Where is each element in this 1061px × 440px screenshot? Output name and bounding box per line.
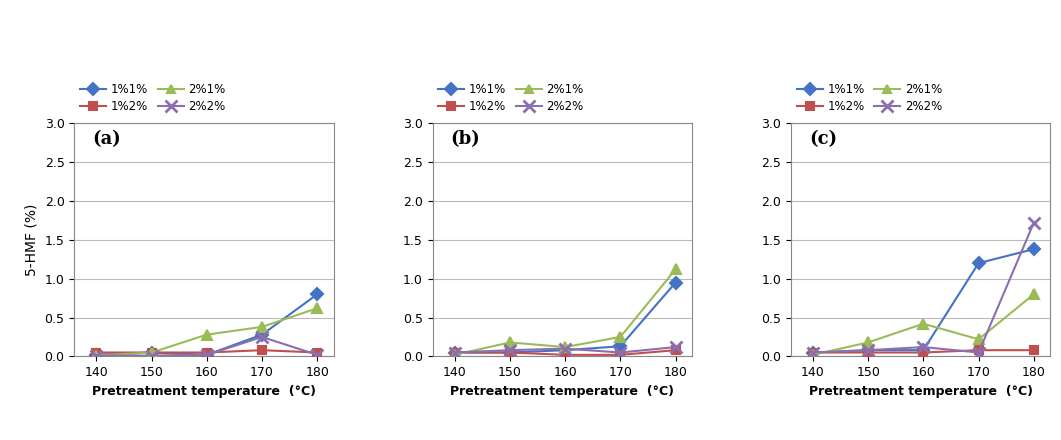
1%1%	[669, 280, 682, 285]
2%1%	[504, 340, 517, 345]
Line: 1%2%: 1%2%	[808, 346, 1038, 357]
1%1%	[90, 352, 103, 357]
Text: (a): (a)	[92, 130, 121, 148]
X-axis label: Pretreatment temperature  (°C): Pretreatment temperature (°C)	[808, 385, 1032, 398]
Legend: 1%1%, 1%2%, 2%1%, 2%2%: 1%1%, 1%2%, 2%1%, 2%2%	[438, 83, 584, 113]
Text: (c): (c)	[808, 130, 837, 148]
2%2%	[1027, 220, 1040, 225]
1%2%	[559, 352, 572, 357]
1%2%	[256, 348, 268, 353]
2%1%	[256, 324, 268, 330]
2%1%	[145, 350, 158, 355]
Line: 2%2%: 2%2%	[449, 341, 681, 358]
2%2%	[559, 346, 572, 351]
2%2%	[862, 348, 874, 353]
2%1%	[1027, 292, 1040, 297]
2%2%	[917, 345, 929, 350]
1%2%	[1027, 348, 1040, 353]
1%1%	[1027, 246, 1040, 252]
Line: 1%1%: 1%1%	[808, 245, 1038, 357]
1%1%	[448, 350, 460, 355]
Line: 1%2%: 1%2%	[451, 346, 680, 359]
2%2%	[448, 350, 460, 355]
1%1%	[972, 260, 985, 266]
2%2%	[145, 353, 158, 358]
1%1%	[559, 348, 572, 353]
Line: 2%1%: 2%1%	[91, 303, 323, 360]
Legend: 1%1%, 1%2%, 2%1%, 2%2%: 1%1%, 1%2%, 2%1%, 2%2%	[797, 83, 942, 113]
2%2%	[669, 345, 682, 350]
2%1%	[311, 305, 324, 311]
X-axis label: Pretreatment temperature  (°C): Pretreatment temperature (°C)	[450, 385, 675, 398]
2%1%	[806, 352, 819, 357]
Line: 2%2%: 2%2%	[807, 217, 1040, 358]
1%2%	[862, 350, 874, 355]
2%2%	[806, 350, 819, 355]
2%2%	[201, 352, 213, 357]
1%2%	[917, 350, 929, 355]
1%2%	[972, 348, 985, 353]
2%2%	[972, 350, 985, 355]
1%2%	[614, 352, 627, 357]
2%1%	[972, 337, 985, 342]
2%1%	[559, 345, 572, 350]
1%1%	[311, 292, 324, 297]
2%2%	[90, 353, 103, 358]
2%2%	[311, 352, 324, 357]
1%1%	[862, 348, 874, 353]
1%2%	[145, 350, 158, 355]
1%1%	[614, 344, 627, 349]
1%2%	[201, 350, 213, 355]
1%2%	[504, 350, 517, 355]
2%1%	[614, 334, 627, 340]
2%1%	[862, 340, 874, 345]
1%2%	[669, 348, 682, 353]
2%1%	[917, 321, 929, 326]
1%1%	[145, 350, 158, 355]
2%1%	[201, 332, 213, 337]
Text: (b): (b)	[451, 130, 481, 148]
2%1%	[90, 353, 103, 358]
Line: 1%1%: 1%1%	[92, 290, 321, 359]
2%1%	[448, 352, 460, 357]
2%2%	[504, 348, 517, 353]
Y-axis label: 5-HMF (%): 5-HMF (%)	[25, 204, 39, 276]
1%1%	[504, 350, 517, 355]
1%1%	[201, 352, 213, 357]
2%1%	[669, 267, 682, 272]
Line: 1%2%: 1%2%	[92, 346, 321, 357]
Line: 2%1%: 2%1%	[808, 290, 1039, 360]
Line: 2%1%: 2%1%	[450, 264, 680, 360]
1%2%	[90, 350, 103, 355]
1%2%	[311, 350, 324, 355]
1%1%	[256, 332, 268, 337]
2%2%	[614, 350, 627, 355]
Line: 1%1%: 1%1%	[451, 279, 680, 357]
1%2%	[806, 350, 819, 355]
1%1%	[917, 348, 929, 353]
2%2%	[256, 334, 268, 340]
Legend: 1%1%, 1%2%, 2%1%, 2%2%: 1%1%, 1%2%, 2%1%, 2%2%	[81, 83, 226, 113]
1%2%	[448, 350, 460, 355]
Line: 2%2%: 2%2%	[91, 331, 323, 361]
X-axis label: Pretreatment temperature  (°C): Pretreatment temperature (°C)	[92, 385, 316, 398]
1%1%	[806, 350, 819, 355]
